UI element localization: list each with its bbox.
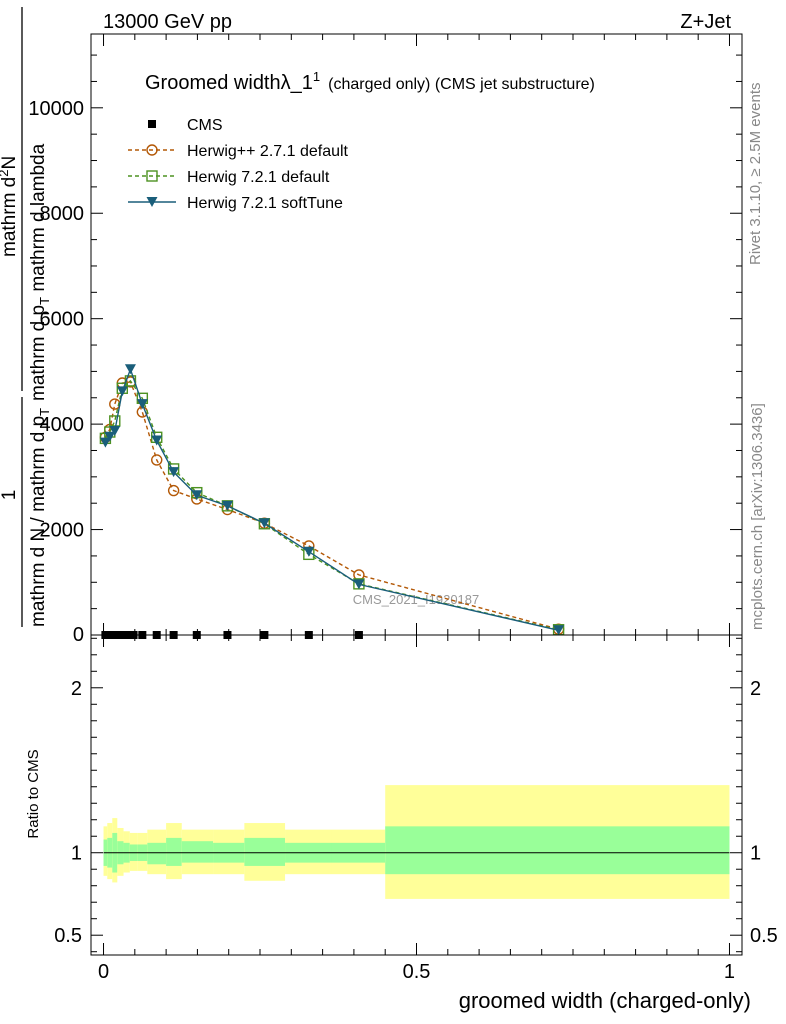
ratio-band-inner bbox=[244, 837, 286, 866]
legend-marker bbox=[146, 144, 158, 156]
legend: CMS Herwig++ 2.7.1 default Herwig 7.2.1 de… bbox=[128, 117, 349, 212]
data-point bbox=[221, 500, 233, 511]
legend-label: Herwig 7.2.1 softTune bbox=[187, 195, 343, 212]
ylabel-normalisation: mathrm d N / mathrm d pT bbox=[28, 408, 52, 627]
ylabel-denominator: mathrm d pT mathrm d lambda bbox=[28, 143, 52, 401]
data-point bbox=[151, 435, 163, 446]
legend-marker bbox=[146, 170, 158, 182]
data-point bbox=[109, 425, 121, 436]
main-ytick-label: 4000 bbox=[40, 414, 85, 436]
data-point bbox=[151, 454, 163, 466]
data-point bbox=[99, 437, 111, 448]
data-point bbox=[258, 518, 270, 529]
series-line bbox=[104, 381, 559, 630]
main-ytick-label: 8000 bbox=[40, 203, 85, 225]
data-point bbox=[104, 431, 116, 442]
ratio-ytick-label-right: 0.5 bbox=[750, 925, 778, 947]
series-line bbox=[104, 379, 559, 631]
main-ytick-label: 2000 bbox=[40, 520, 85, 542]
ratio-ylabel: Ratio to CMS bbox=[25, 749, 42, 838]
legend-label: CMS bbox=[187, 117, 223, 134]
rivet-version-label: Rivet 3.1.10, ≥ 2.5M events bbox=[747, 83, 764, 266]
series-line bbox=[104, 367, 559, 631]
main-ticks bbox=[91, 34, 742, 636]
main-ylabel: mathrm d N / mathrm d pT 1 mathrm d pT m… bbox=[0, 7, 52, 627]
plot-title-suffix: (charged only) (CMS jet substructure) bbox=[328, 76, 595, 93]
plot-title: Groomed widthλ_11 (charged only) (CMS jet… bbox=[145, 69, 595, 94]
data-point bbox=[124, 364, 136, 375]
series-2 bbox=[99, 375, 565, 636]
header-left: 13000 GeV pp bbox=[103, 11, 232, 33]
xtick-label: 0 bbox=[98, 961, 109, 983]
legend-label: Herwig 7.2.1 default bbox=[187, 169, 330, 186]
plot-title-sup: 1 bbox=[313, 69, 320, 84]
ratio-ytick-label-left: 2 bbox=[71, 678, 82, 700]
data-point bbox=[191, 490, 203, 501]
ratio-bands bbox=[103, 785, 730, 899]
main-panel: 2000 4000 6000 8000 10000 0 CMS_2021_I1920187… bbox=[0, 7, 743, 646]
ratio-ytick-label-right: 1 bbox=[750, 843, 761, 865]
ratio-ytick-label-left: 1 bbox=[71, 843, 82, 865]
main-ytick-label: 0 bbox=[73, 624, 84, 646]
ylabel-prefactor: 1 bbox=[0, 490, 20, 501]
plot-title-main: Groomed width bbox=[145, 72, 281, 94]
data-point bbox=[168, 467, 180, 478]
mcplots-label: mcplots.cern.ch [arXiv:1306.3436] bbox=[749, 403, 766, 630]
data-point bbox=[116, 386, 128, 397]
plot-title-lambda: λ_1 bbox=[281, 72, 313, 94]
data-point bbox=[109, 415, 121, 427]
legend-marker bbox=[146, 197, 158, 207]
ratio-panel: 0.5 0.51 12 2 0 0.5 1 Ratio to CMS groomed wi… bbox=[25, 634, 778, 1013]
ratio-band-inner bbox=[166, 837, 182, 866]
ratio-band-inner bbox=[181, 841, 214, 863]
data-point bbox=[167, 484, 180, 497]
analysis-watermark: CMS_2021_I1920187 bbox=[353, 592, 480, 607]
header-right: Z+Jet bbox=[680, 11, 731, 33]
data-point bbox=[303, 546, 315, 557]
series-1 bbox=[99, 376, 565, 635]
data-point bbox=[553, 625, 565, 636]
xtick-label: 1 bbox=[724, 961, 735, 983]
data-point bbox=[353, 579, 365, 590]
ratio-band-inner bbox=[147, 842, 167, 865]
xlabel: groomed width (charged-only) bbox=[459, 988, 751, 1013]
ratio-ticks bbox=[91, 635, 742, 955]
ratio-ytick-labels: 0.5 0.5 1 1 2 2 bbox=[54, 678, 778, 947]
main-series bbox=[99, 364, 565, 639]
legend-marker bbox=[148, 120, 156, 128]
xtick-labels: 0 0.5 1 bbox=[98, 961, 735, 983]
series-3 bbox=[99, 364, 565, 636]
data-point bbox=[136, 399, 148, 410]
main-ytick-label: 10000 bbox=[28, 98, 84, 120]
ratio-ytick-label-left: 0.5 bbox=[54, 925, 82, 947]
main-ytick-label: 6000 bbox=[40, 309, 85, 331]
ylabel-numerator: mathrm d2N bbox=[0, 156, 20, 257]
legend-label: Herwig++ 2.7.1 default bbox=[187, 143, 349, 160]
ratio-band-inner bbox=[385, 826, 730, 875]
xtick-label: 0.5 bbox=[403, 961, 431, 983]
main-ytick-labels: 2000 4000 6000 8000 10000 0 bbox=[28, 98, 84, 646]
ratio-ytick-label-right: 2 bbox=[750, 678, 761, 700]
